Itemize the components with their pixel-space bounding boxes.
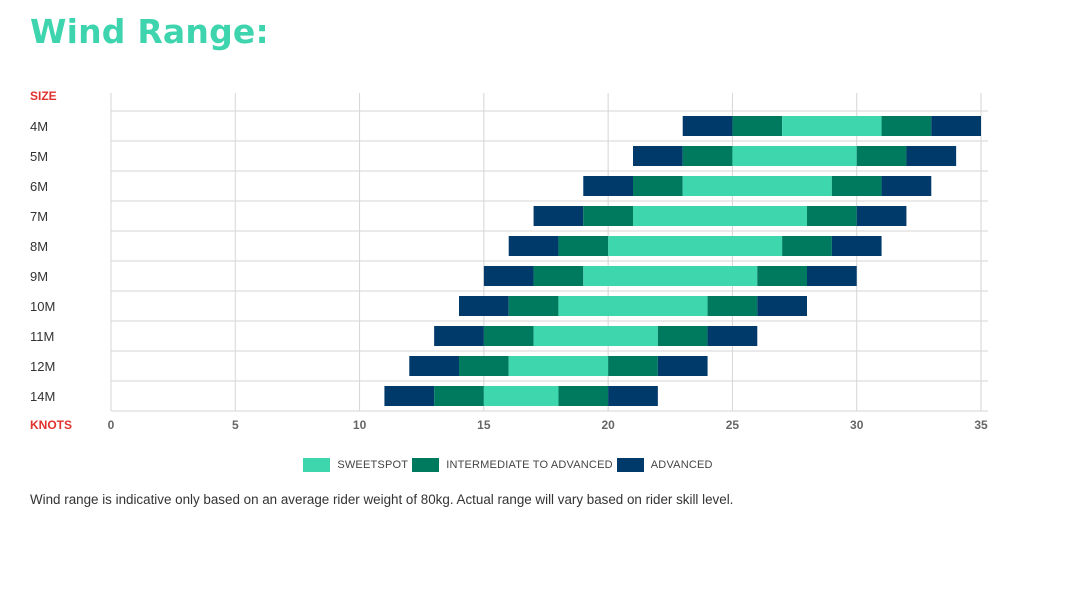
- bar-segment-intermediate: [807, 206, 857, 226]
- bar-segment-sweetspot: [483, 386, 559, 406]
- x-axis-label: KNOTS: [30, 418, 72, 432]
- legend-swatch-intermediate: [412, 458, 440, 472]
- x-tick-label: 30: [850, 418, 864, 432]
- bar-segment-intermediate: [483, 326, 534, 346]
- bar-segment-intermediate: [434, 386, 484, 406]
- bar-segment-intermediate: [856, 146, 907, 166]
- bar-segment-intermediate: [831, 176, 882, 196]
- bar-segment-intermediate: [533, 266, 584, 286]
- legend-item-advanced: ADVANCED: [616, 458, 713, 472]
- bar-segment-advanced: [931, 116, 981, 136]
- x-tick-label: 25: [726, 418, 740, 432]
- bar-segment-advanced: [682, 116, 733, 136]
- bar-segment-advanced: [633, 146, 683, 166]
- bar-segment-intermediate: [558, 386, 609, 406]
- bar-segment-sweetspot: [533, 326, 658, 346]
- legend-swatch-sweetspot: [303, 458, 331, 472]
- bar-segment-sweetspot: [782, 116, 882, 136]
- bar-segment-advanced: [831, 236, 882, 256]
- x-tick-label: 15: [477, 418, 491, 432]
- size-label: 10M: [30, 299, 55, 314]
- bar-segment-advanced: [906, 146, 957, 166]
- bar-segment-intermediate: [782, 236, 832, 256]
- bar-segment-intermediate: [459, 356, 509, 376]
- legend-swatch-advanced: [616, 458, 644, 472]
- y-axis-label: SIZE: [30, 89, 57, 103]
- size-label: 11M: [30, 329, 54, 344]
- bar-segment-intermediate: [881, 116, 932, 136]
- wind-range-chart: 4M 5M 6M 7M 8M 9M 10M 11M 12M 14M SIZE KNOTS 0 5 10 15 2…: [30, 89, 988, 432]
- bar-segment-advanced: [434, 326, 484, 346]
- bar-segment-advanced: [856, 206, 907, 226]
- bar-segment-advanced: [757, 296, 807, 316]
- size-label: 8M: [30, 239, 48, 254]
- size-label: 9M: [30, 269, 48, 284]
- bar-segment-advanced: [657, 356, 708, 376]
- bar-segment-intermediate: [707, 296, 758, 316]
- chart-labels: 4M 5M 6M 7M 8M 9M 10M 11M 12M 14M SIZE KNOTS 0 5 10 15 2…: [30, 89, 988, 432]
- bar-segment-advanced: [881, 176, 932, 196]
- legend-label-sweetspot: SWEETSPOT: [337, 459, 409, 471]
- bar-segment-intermediate: [608, 356, 658, 376]
- bar-segment-advanced: [508, 236, 559, 256]
- bar-segment-intermediate: [732, 116, 783, 136]
- bar-segment-advanced: [807, 266, 857, 286]
- size-label: 7M: [30, 209, 48, 224]
- bar-segment-advanced: [459, 296, 509, 316]
- bar-segment-sweetspot: [558, 296, 708, 316]
- bar-segment-advanced: [608, 386, 658, 406]
- x-tick-label: 35: [974, 418, 988, 432]
- size-label: 5M: [30, 149, 48, 164]
- size-label: 4M: [30, 119, 48, 134]
- bar-segment-advanced: [483, 266, 534, 286]
- size-label: 6M: [30, 179, 48, 194]
- legend-item-sweetspot: SWEETSPOT: [303, 458, 408, 472]
- x-tick-label: 0: [108, 418, 115, 432]
- page-title: Wind Range:: [30, 12, 269, 51]
- size-label: 12M: [30, 359, 55, 374]
- bar-segment-intermediate: [583, 206, 633, 226]
- legend-label-intermediate: INTERMEDIATE TO ADVANCED: [446, 459, 613, 471]
- chart-legend: SWEETSPOT INTERMEDIATE TO ADVANCED ADVAN…: [0, 458, 1016, 472]
- legend-item-intermediate: INTERMEDIATE TO ADVANCED: [412, 458, 613, 472]
- x-tick-label: 10: [353, 418, 367, 432]
- bar-segment-intermediate: [558, 236, 609, 256]
- bar-segment-intermediate: [633, 176, 683, 196]
- chart-bars: [384, 116, 981, 406]
- bar-segment-advanced: [707, 326, 758, 346]
- chart-grid: [110, 93, 988, 412]
- disclaimer-note: Wind range is indicative only based on a…: [30, 492, 734, 507]
- bar-segment-advanced: [533, 206, 584, 226]
- bar-segment-sweetspot: [682, 176, 832, 196]
- bar-segment-intermediate: [657, 326, 708, 346]
- legend-label-advanced: ADVANCED: [650, 459, 713, 471]
- bar-segment-sweetspot: [583, 266, 758, 286]
- bar-segment-intermediate: [757, 266, 807, 286]
- x-tick-label: 5: [232, 418, 239, 432]
- bar-segment-sweetspot: [633, 206, 807, 226]
- bar-segment-sweetspot: [732, 146, 857, 166]
- bar-segment-intermediate: [682, 146, 733, 166]
- size-label: 14M: [30, 389, 55, 404]
- bar-segment-intermediate: [508, 296, 559, 316]
- bar-segment-advanced: [409, 356, 459, 376]
- bar-segment-sweetspot: [608, 236, 783, 256]
- bar-segment-advanced: [384, 386, 435, 406]
- bar-segment-sweetspot: [508, 356, 609, 376]
- x-tick-label: 20: [601, 418, 615, 432]
- bar-segment-advanced: [583, 176, 633, 196]
